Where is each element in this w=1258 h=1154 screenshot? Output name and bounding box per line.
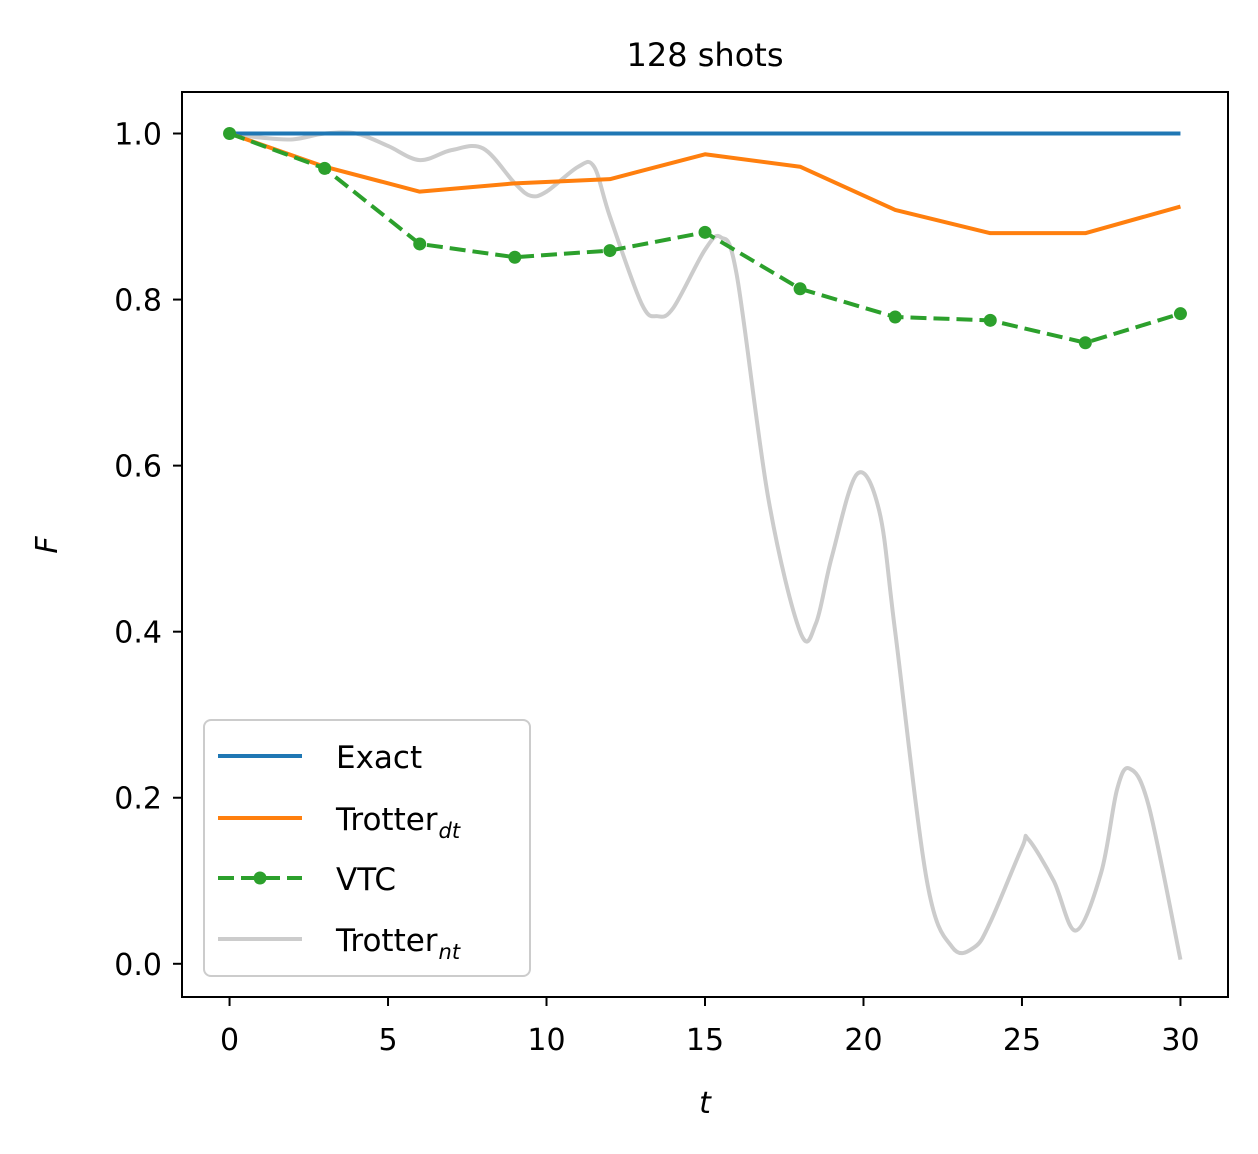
legend-trotter-nt-label-text: Trotter <box>335 923 438 959</box>
x-tick-label: 0 <box>220 1023 239 1058</box>
legend-vtc-label-text: VTC <box>336 862 396 898</box>
series-vtc-point <box>888 310 902 324</box>
legend-trotter-nt-label: Trotternt <box>335 923 461 964</box>
y-tick-label: 0.2 <box>114 782 162 817</box>
x-tick-label: 25 <box>1003 1023 1041 1058</box>
legend-vtc-marker <box>253 871 267 885</box>
legend-trotter-dt-label: Trotterdt <box>335 802 461 843</box>
legend-exact-label-text: Exact <box>336 740 422 776</box>
legend-trotter-dt-label-subscript: dt <box>439 819 461 843</box>
series-vtc-point <box>413 237 427 251</box>
legend-exact-label: Exact <box>336 740 422 776</box>
y-tick-label: 1.0 <box>114 118 162 153</box>
legend-frame <box>203 719 531 977</box>
series-layer <box>223 127 1187 961</box>
y-tick-label: 0.6 <box>114 450 162 485</box>
legend-trotter-dt-label-text: Trotter <box>335 802 438 838</box>
y-tick-label: 0.4 <box>114 616 162 651</box>
x-tick-label: 15 <box>686 1023 724 1058</box>
series-vtc-point <box>318 161 332 175</box>
series-trotter-dt-line <box>228 131 1181 236</box>
series-vtc-point <box>1173 307 1187 321</box>
series-vtc-point <box>983 313 997 327</box>
series-vtc-point <box>1078 336 1092 350</box>
x-tick-label: 10 <box>527 1023 565 1058</box>
y-tick-label: 0.8 <box>114 284 162 319</box>
series-vtc-point <box>508 250 522 264</box>
series-vtc-point <box>223 127 237 141</box>
series-vtc-point <box>603 244 617 258</box>
x-tick-label: 20 <box>844 1023 882 1058</box>
y-tick-label: 0.0 <box>114 948 162 983</box>
x-tick-label: 30 <box>1161 1023 1199 1058</box>
chart-title: 128 shots <box>627 36 784 74</box>
series-vtc-point <box>793 282 807 296</box>
legend-vtc-label: VTC <box>336 862 396 898</box>
x-tick-label: 5 <box>378 1023 397 1058</box>
axes-layer: 0 5 10 15 20 25 30 0.0 0.2 0.4 0.6 0.8 1.0 <box>114 118 1199 1058</box>
series-vtc-point <box>698 225 712 239</box>
x-axis-label: t <box>699 1086 712 1121</box>
legend-trotter-nt-label-subscript: nt <box>439 940 461 964</box>
series-trotter-nt-line <box>229 130 1183 961</box>
y-axis-label: F <box>30 536 65 554</box>
